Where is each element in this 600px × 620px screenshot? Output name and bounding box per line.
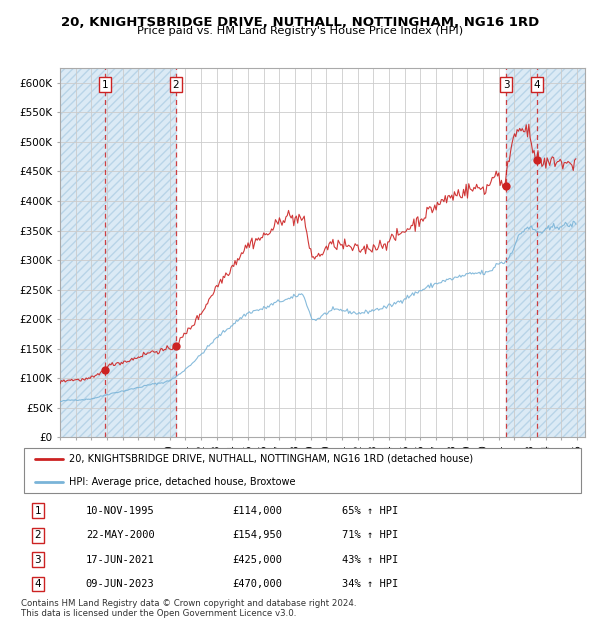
Text: 2: 2 — [35, 530, 41, 540]
Text: £425,000: £425,000 — [233, 555, 283, 565]
Text: 09-JUN-2023: 09-JUN-2023 — [86, 579, 155, 589]
Text: Price paid vs. HM Land Registry's House Price Index (HPI): Price paid vs. HM Land Registry's House … — [137, 26, 463, 36]
Text: 65% ↑ HPI: 65% ↑ HPI — [343, 506, 399, 516]
Text: 34% ↑ HPI: 34% ↑ HPI — [343, 579, 399, 589]
Text: 2: 2 — [173, 80, 179, 90]
Text: 20, KNIGHTSBRIDGE DRIVE, NUTHALL, NOTTINGHAM, NG16 1RD (detached house): 20, KNIGHTSBRIDGE DRIVE, NUTHALL, NOTTIN… — [69, 454, 473, 464]
Bar — [506, 68, 537, 437]
Text: 22-MAY-2000: 22-MAY-2000 — [86, 530, 155, 540]
Text: 10-NOV-1995: 10-NOV-1995 — [86, 506, 155, 516]
Bar — [105, 68, 176, 437]
Text: 17-JUN-2021: 17-JUN-2021 — [86, 555, 155, 565]
Text: 3: 3 — [503, 80, 509, 90]
Text: £470,000: £470,000 — [233, 579, 283, 589]
Text: 4: 4 — [534, 80, 541, 90]
Text: 4: 4 — [35, 579, 41, 589]
Text: 1: 1 — [101, 80, 108, 90]
Bar — [105, 68, 176, 437]
Bar — [537, 68, 585, 437]
Bar — [60, 68, 105, 437]
Text: 1: 1 — [35, 506, 41, 516]
Text: HPI: Average price, detached house, Broxtowe: HPI: Average price, detached house, Brox… — [69, 477, 295, 487]
Bar — [537, 68, 585, 437]
Text: 71% ↑ HPI: 71% ↑ HPI — [343, 530, 399, 540]
Bar — [506, 68, 537, 437]
Text: 43% ↑ HPI: 43% ↑ HPI — [343, 555, 399, 565]
Bar — [60, 68, 105, 437]
Text: £114,000: £114,000 — [233, 506, 283, 516]
Text: 20, KNIGHTSBRIDGE DRIVE, NUTHALL, NOTTINGHAM, NG16 1RD: 20, KNIGHTSBRIDGE DRIVE, NUTHALL, NOTTIN… — [61, 16, 539, 29]
Text: £154,950: £154,950 — [233, 530, 283, 540]
Text: 3: 3 — [35, 555, 41, 565]
Text: Contains HM Land Registry data © Crown copyright and database right 2024.
This d: Contains HM Land Registry data © Crown c… — [21, 599, 356, 618]
